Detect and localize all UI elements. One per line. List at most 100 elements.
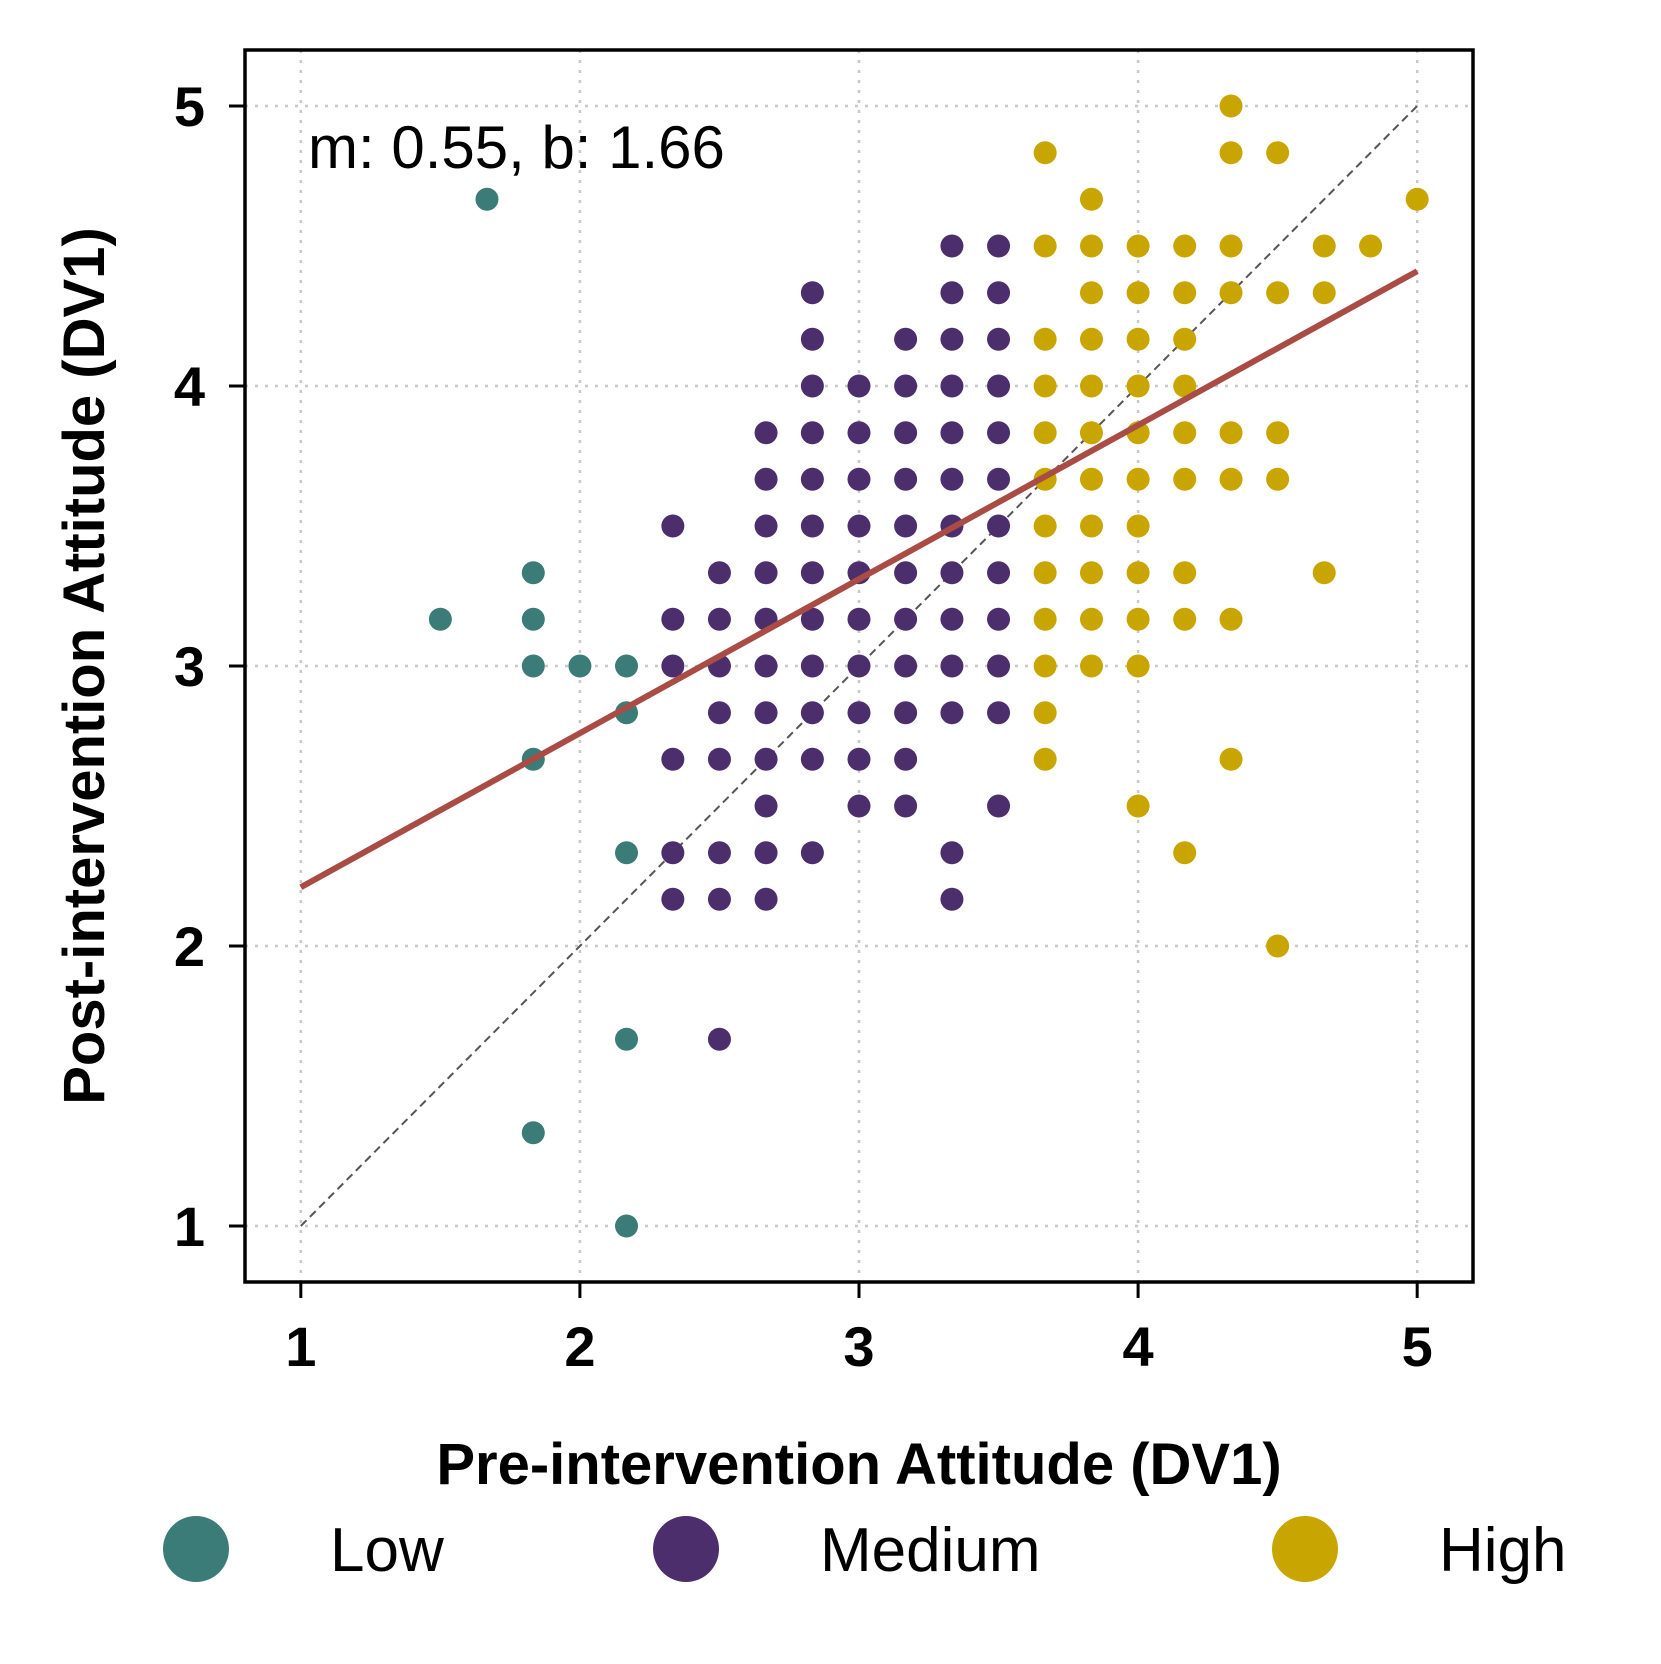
point-low-2 — [428, 607, 452, 631]
data-points — [428, 94, 1429, 1238]
point-high-1 — [1219, 94, 1243, 118]
point-high-6 — [1405, 187, 1429, 211]
point-high-18 — [1266, 281, 1290, 305]
point-medium-3 — [800, 281, 824, 305]
point-medium-21 — [754, 467, 778, 491]
point-medium-66 — [754, 747, 778, 771]
point-high-21 — [1079, 327, 1103, 351]
point-medium-72 — [894, 794, 918, 818]
point-medium-35 — [754, 561, 778, 585]
point-medium-6 — [800, 327, 824, 351]
point-medium-73 — [987, 794, 1011, 818]
point-high-3 — [1219, 141, 1243, 165]
y-axis-title: Post-intervention Attitude (DV1) — [52, 227, 117, 1105]
point-medium-14 — [987, 374, 1011, 398]
point-high-13 — [1359, 234, 1383, 258]
point-medium-15 — [754, 421, 778, 445]
point-medium-58 — [754, 701, 778, 725]
point-medium-65 — [707, 747, 731, 771]
point-medium-44 — [800, 607, 824, 631]
point-medium-33 — [987, 514, 1011, 538]
point-high-40 — [1033, 514, 1057, 538]
point-medium-40 — [987, 561, 1011, 585]
point-medium-11 — [847, 374, 871, 398]
legend-label-high: High — [1439, 1516, 1567, 1585]
point-medium-31 — [894, 514, 918, 538]
point-medium-42 — [707, 607, 731, 631]
point-medium-34 — [707, 561, 731, 585]
point-high-11 — [1219, 234, 1243, 258]
point-medium-68 — [847, 747, 871, 771]
point-medium-69 — [894, 747, 918, 771]
point-low-12 — [521, 1121, 545, 1145]
point-high-61 — [1266, 934, 1290, 958]
point-high-49 — [1079, 607, 1103, 631]
point-high-27 — [1173, 374, 1197, 398]
point-medium-27 — [661, 514, 685, 538]
point-high-36 — [1126, 467, 1150, 491]
point-medium-71 — [847, 794, 871, 818]
point-high-35 — [1079, 467, 1103, 491]
point-medium-19 — [940, 421, 964, 445]
point-medium-48 — [987, 607, 1011, 631]
regression-annotation: m: 0.55, b: 1.66 — [308, 114, 725, 181]
point-medium-24 — [894, 467, 918, 491]
y-tick-label-3: 3 — [174, 635, 205, 698]
point-low-4 — [521, 607, 545, 631]
point-high-16 — [1173, 281, 1197, 305]
point-medium-56 — [987, 654, 1011, 678]
point-medium-8 — [940, 327, 964, 351]
point-high-15 — [1126, 281, 1150, 305]
point-medium-80 — [707, 887, 731, 911]
point-high-54 — [1079, 654, 1103, 678]
point-high-31 — [1173, 421, 1197, 445]
point-high-39 — [1266, 467, 1290, 491]
point-high-8 — [1079, 234, 1103, 258]
point-medium-82 — [940, 887, 964, 911]
y-tick-label-4: 4 — [174, 355, 205, 418]
x-tick-label-3: 3 — [843, 1315, 874, 1378]
point-medium-53 — [847, 654, 871, 678]
point-low-3 — [521, 561, 545, 585]
point-low-7 — [615, 654, 639, 678]
legend: Low Medium High — [163, 1516, 1567, 1585]
legend-label-low: Low — [330, 1516, 444, 1585]
point-medium-81 — [754, 887, 778, 911]
x-tick-label-4: 4 — [1123, 1315, 1154, 1378]
point-medium-20 — [987, 421, 1011, 445]
x-tick-label-1: 1 — [285, 1315, 316, 1378]
legend-marker-low — [163, 1516, 229, 1582]
point-medium-2 — [987, 234, 1011, 258]
point-high-44 — [1079, 561, 1103, 585]
point-medium-75 — [707, 841, 731, 865]
point-high-37 — [1173, 467, 1197, 491]
point-high-22 — [1126, 327, 1150, 351]
point-medium-26 — [987, 467, 1011, 491]
point-high-41 — [1079, 514, 1103, 538]
point-high-26 — [1126, 374, 1150, 398]
point-medium-45 — [847, 607, 871, 631]
point-low-10 — [615, 841, 639, 865]
point-medium-16 — [800, 421, 824, 445]
point-high-47 — [1312, 561, 1336, 585]
x-tick-label-2: 2 — [564, 1315, 595, 1378]
point-medium-83 — [707, 1027, 731, 1051]
point-low-13 — [615, 1214, 639, 1238]
point-medium-4 — [940, 281, 964, 305]
point-low-1 — [475, 187, 499, 211]
point-high-58 — [1219, 747, 1243, 771]
point-medium-13 — [940, 374, 964, 398]
point-low-5 — [521, 654, 545, 678]
point-medium-60 — [847, 701, 871, 725]
axis-ticks: 1 2 3 4 5 1 2 3 4 5 — [174, 75, 1433, 1378]
point-high-53 — [1033, 654, 1057, 678]
point-high-4 — [1266, 141, 1290, 165]
y-tick-label-5: 5 — [174, 75, 205, 138]
point-medium-59 — [800, 701, 824, 725]
point-high-2 — [1033, 141, 1057, 165]
point-medium-46 — [894, 607, 918, 631]
x-axis-title: Pre-intervention Attitude (DV1) — [436, 1432, 1281, 1497]
point-medium-18 — [894, 421, 918, 445]
point-medium-54 — [894, 654, 918, 678]
point-low-11 — [615, 1027, 639, 1051]
